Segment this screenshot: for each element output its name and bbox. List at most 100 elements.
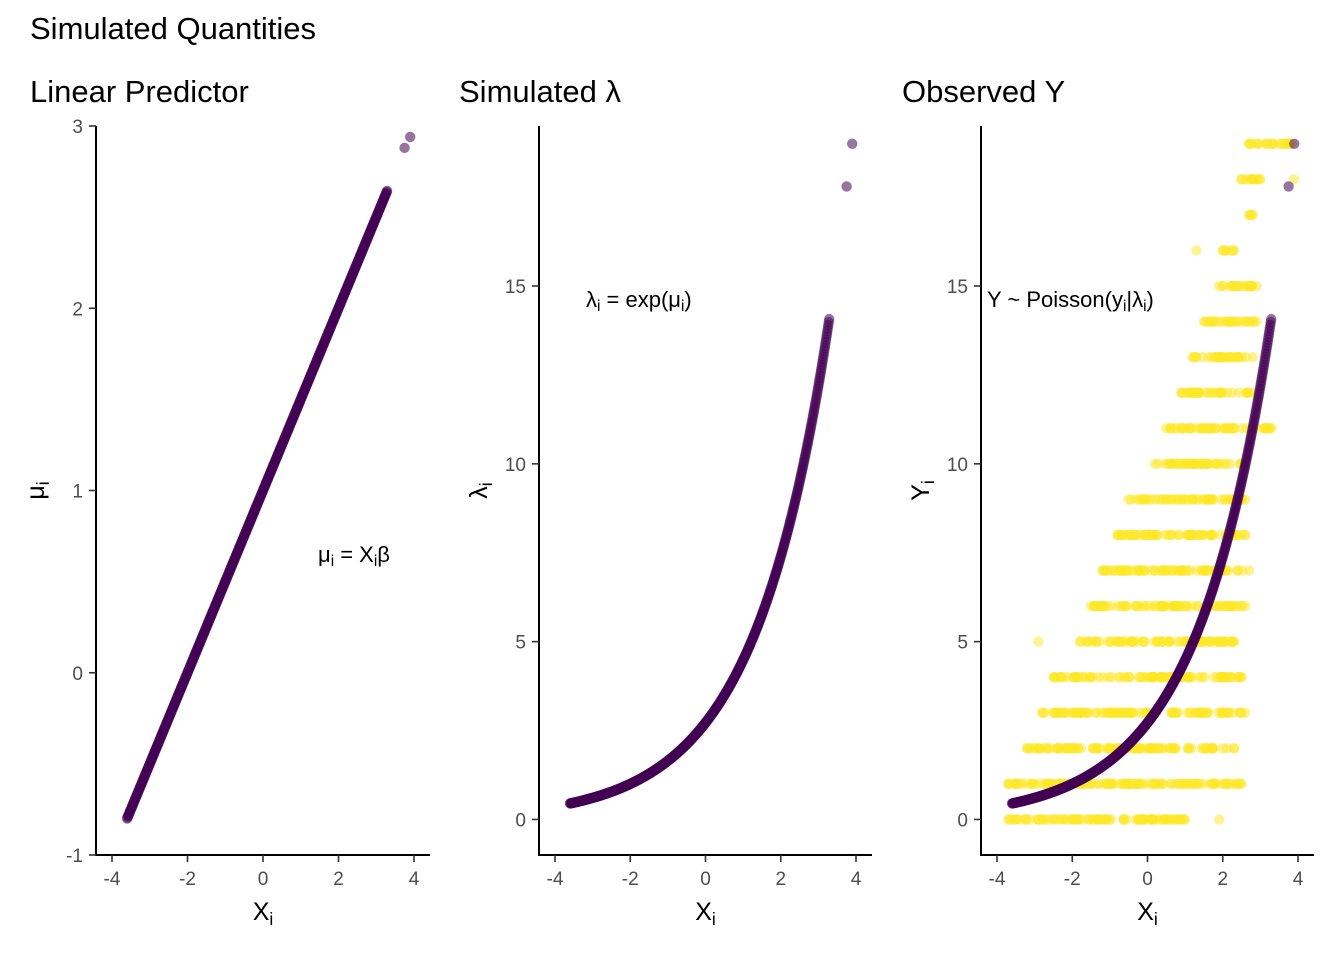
observed-point xyxy=(1158,814,1169,825)
y-tick-label: 5 xyxy=(515,633,526,654)
latent-point xyxy=(847,138,858,149)
observed-point xyxy=(1094,636,1105,647)
y-tick-label: 3 xyxy=(72,117,83,138)
observed-point xyxy=(1018,814,1030,825)
observed-point xyxy=(1179,814,1191,825)
observed-point xyxy=(1185,458,1196,470)
observed-point xyxy=(1218,636,1229,647)
y-tick-label: 10 xyxy=(505,455,526,476)
observed-point xyxy=(1139,814,1150,825)
observed-point xyxy=(1251,316,1262,327)
observed-point xyxy=(1180,565,1192,576)
observed-point xyxy=(1163,529,1174,541)
observed-point xyxy=(1069,671,1080,683)
y-tick-label: 5 xyxy=(957,633,968,654)
y-tick-label: 0 xyxy=(957,810,968,831)
observed-point xyxy=(1121,814,1132,825)
y-tick-label: 15 xyxy=(947,277,968,298)
observed-point xyxy=(1196,671,1207,683)
annotation-text: λi = exp(μi) xyxy=(586,287,692,315)
observed-point xyxy=(1079,707,1091,718)
observed-point xyxy=(1216,351,1227,363)
observed-point xyxy=(1192,600,1203,612)
panel-observed-y: Observed Y -4 -2 0 2 4 0 5 10 15 Xi Yi Y ~ Poisson(y… xyxy=(902,74,1314,929)
observed-point xyxy=(1136,494,1147,505)
observed-point xyxy=(1062,671,1073,683)
panel-simulated-lambda: Simulated λ -4 -2 0 2 4 0 5 10 15 Xi λi λi = exp(μi) xyxy=(459,74,872,929)
observed-point xyxy=(1123,494,1134,505)
observed-point xyxy=(1151,636,1163,647)
x-axis-title: Xi xyxy=(1137,898,1158,929)
observed-point xyxy=(1112,529,1123,541)
observed-point xyxy=(1103,671,1114,683)
observed-point xyxy=(1197,636,1208,647)
observed-point xyxy=(1191,245,1202,256)
observed-point xyxy=(1213,814,1225,825)
observed-point xyxy=(1155,671,1166,683)
observed-point xyxy=(1083,636,1095,647)
observed-point xyxy=(1135,565,1146,576)
observed-point xyxy=(1149,743,1160,754)
panel-linear-predictor: Linear Predictor -4 -2 0 2 4 -1 0 1 2 3 Xi μi μi = Xi… xyxy=(22,74,430,929)
observed-point xyxy=(1187,351,1198,363)
x-tick-label: 0 xyxy=(700,869,711,890)
observed-point xyxy=(1042,743,1053,754)
x-tick-label: 2 xyxy=(775,869,786,890)
observed-point xyxy=(1130,600,1142,612)
observed-point xyxy=(1226,351,1237,363)
observed-point xyxy=(1195,423,1207,434)
observed-point xyxy=(1138,636,1149,647)
observed-point xyxy=(1134,707,1145,718)
observed-point xyxy=(1243,138,1255,149)
observed-point xyxy=(1003,814,1014,825)
observed-point xyxy=(1093,671,1104,683)
observed-point xyxy=(1106,636,1117,647)
observed-point xyxy=(1236,671,1247,683)
observed-point xyxy=(1042,778,1053,790)
observed-point xyxy=(1115,565,1127,576)
panel-title: Observed Y xyxy=(902,74,1065,109)
observed-point xyxy=(1133,778,1144,790)
observed-point xyxy=(1228,743,1240,754)
observed-point xyxy=(1139,529,1151,541)
observed-point xyxy=(1264,423,1275,434)
observed-point xyxy=(1213,387,1224,398)
observed-point xyxy=(1182,529,1193,541)
observed-point xyxy=(1061,743,1073,754)
observed-point xyxy=(1158,600,1169,612)
y-tick-label: 0 xyxy=(72,664,83,685)
observed-point xyxy=(1176,387,1187,398)
latent-point xyxy=(405,131,416,143)
observed-point xyxy=(1184,778,1195,790)
observed-point xyxy=(1149,565,1160,576)
observed-point xyxy=(1212,458,1223,470)
y-axis-title: Yi xyxy=(907,480,938,501)
observed-point xyxy=(1091,743,1102,754)
latent-point xyxy=(824,313,835,325)
observed-point xyxy=(1224,458,1236,470)
observed-point xyxy=(1223,316,1234,327)
latent-point xyxy=(1266,313,1277,325)
observed-point xyxy=(1094,778,1105,790)
observed-point xyxy=(1221,743,1233,754)
observed-point xyxy=(1226,387,1238,398)
observed-point xyxy=(1123,565,1135,576)
observed-point xyxy=(1149,458,1161,470)
observed-point xyxy=(1070,814,1081,825)
panel-title: Simulated λ xyxy=(459,74,621,109)
observed-point xyxy=(1175,600,1187,612)
observed-point xyxy=(1165,743,1177,754)
observed-point xyxy=(1217,245,1228,256)
observed-point xyxy=(1213,600,1225,612)
observed-point xyxy=(1251,138,1262,149)
observed-point xyxy=(1186,387,1198,398)
y-tick-label: 10 xyxy=(947,455,968,476)
observed-point xyxy=(1019,778,1030,790)
observed-point xyxy=(1074,636,1085,647)
latent-point xyxy=(399,142,410,154)
observed-point xyxy=(1118,778,1130,790)
observed-point xyxy=(1138,671,1149,683)
x-tick-label: 2 xyxy=(333,869,344,890)
observed-point xyxy=(1032,814,1043,825)
